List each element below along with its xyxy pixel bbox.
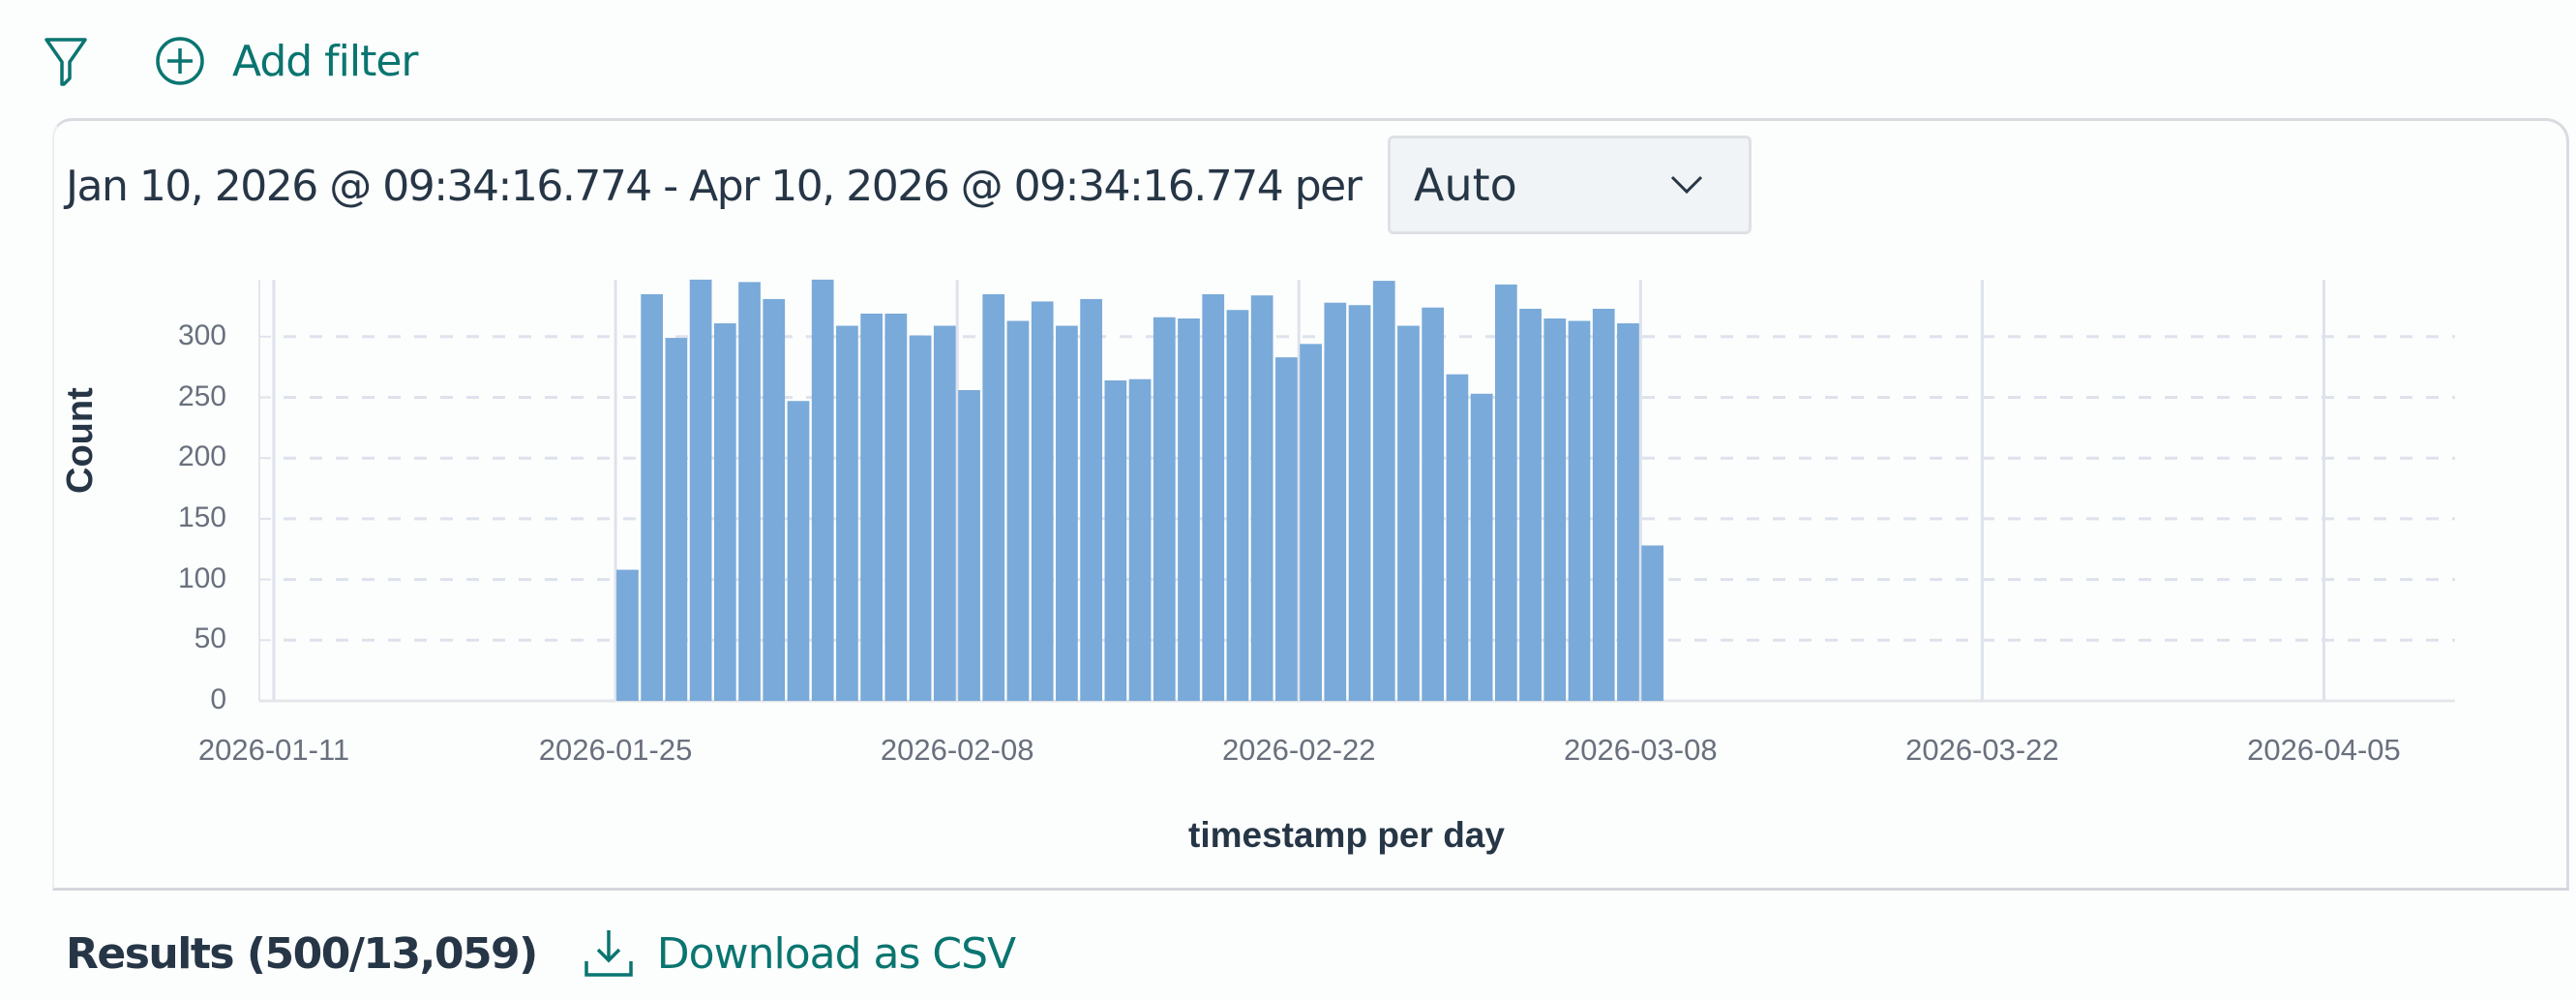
histogram-bar[interactable]	[1202, 293, 1225, 701]
histogram-bar[interactable]	[1568, 320, 1591, 701]
histogram-bar[interactable]	[1641, 545, 1664, 701]
histogram-bar[interactable]	[1031, 301, 1054, 701]
histogram-bar[interactable]	[958, 389, 980, 701]
y-tick-label: 150	[177, 500, 226, 533]
download-csv-label: Download as CSV	[656, 928, 1016, 979]
histogram-bar[interactable]	[1592, 308, 1615, 701]
histogram-bar[interactable]	[787, 401, 810, 701]
histogram-bar[interactable]	[616, 569, 639, 701]
histogram-bar[interactable]	[763, 298, 786, 701]
add-filter-label: Add filter	[232, 36, 419, 86]
histogram-bar[interactable]	[1422, 307, 1445, 701]
histogram-bar[interactable]	[909, 335, 932, 701]
y-tick-label: 0	[210, 683, 226, 715]
add-filter-button[interactable]: Add filter	[155, 36, 419, 86]
plot-area[interactable]	[0, 0, 2576, 716]
histogram-bar[interactable]	[665, 338, 688, 701]
histogram-bar[interactable]	[1006, 320, 1030, 701]
histogram-bar[interactable]	[1250, 295, 1273, 701]
histogram-bar[interactable]	[1495, 284, 1517, 701]
histogram-bar[interactable]	[1056, 325, 1078, 701]
results-count-title: Results (500/13,059)	[66, 928, 538, 979]
histogram-bar[interactable]	[836, 325, 858, 701]
histogram-bar[interactable]	[1300, 344, 1322, 701]
time-range-row: Jan 10, 2026 @ 09:34:16.774 - Apr 10, 20…	[66, 136, 1363, 236]
x-tick-label: 2026-03-08	[1564, 733, 1718, 767]
histogram-panel	[52, 118, 2569, 891]
y-tick-label: 100	[177, 561, 226, 594]
y-tick-label: 300	[177, 318, 226, 351]
histogram-bar[interactable]	[884, 313, 908, 701]
histogram-bar[interactable]	[689, 279, 712, 701]
time-range-text: Jan 10, 2026 @ 09:34:16.774 - Apr 10, 20…	[66, 161, 1363, 211]
interval-select[interactable]: Auto	[1388, 136, 1752, 234]
histogram-bar[interactable]	[1153, 317, 1176, 701]
x-tick-label: 2026-02-22	[1221, 733, 1376, 767]
download-csv-button[interactable]: Download as CSV	[582, 926, 1016, 981]
histogram-bar[interactable]	[713, 323, 736, 701]
histogram-bar[interactable]	[1128, 379, 1152, 701]
plus-circle-icon	[156, 37, 204, 85]
histogram-bar[interactable]	[1275, 357, 1298, 701]
interval-select-value: Auto	[1414, 159, 1517, 211]
histogram-bar[interactable]	[1470, 393, 1493, 701]
histogram-bar[interactable]	[1397, 325, 1420, 701]
histogram-bar[interactable]	[1178, 318, 1200, 701]
histogram-bar[interactable]	[1348, 305, 1371, 701]
x-tick-label: 2026-04-05	[2247, 733, 2401, 767]
histogram-bar[interactable]	[738, 282, 761, 701]
histogram-bar[interactable]	[1446, 374, 1469, 701]
y-tick-label: 50	[194, 622, 226, 655]
histogram-bar[interactable]	[860, 313, 883, 701]
x-tick-label: 2026-03-22	[1905, 733, 2059, 767]
histogram-bar[interactable]	[811, 279, 834, 701]
histogram-bar[interactable]	[1372, 281, 1395, 701]
y-tick-label: 200	[177, 440, 226, 473]
histogram-bar[interactable]	[1543, 318, 1567, 701]
x-axis-title: timestamp per day	[1188, 815, 1505, 855]
histogram-bar[interactable]	[1519, 308, 1542, 701]
histogram-bar[interactable]	[1104, 379, 1127, 701]
chevron-down-icon	[1670, 175, 1703, 195]
x-tick-label: 2026-01-11	[197, 733, 350, 767]
results-header: Results (500/13,059) Download as CSV	[66, 920, 1016, 987]
x-tick-label: 2026-02-08	[880, 733, 1034, 767]
histogram-chart: Count 0 50 100 150 200 250 300 2026-01-11 2026-…	[0, 0, 2576, 855]
histogram-bar[interactable]	[933, 325, 956, 701]
histogram-bar[interactable]	[1080, 298, 1102, 701]
filter-bar: Add filter	[43, 27, 419, 95]
histogram-bar[interactable]	[1226, 310, 1249, 701]
y-tick-label: 250	[177, 379, 226, 412]
histogram-bar[interactable]	[1617, 323, 1639, 701]
x-tick-label: 2026-01-25	[538, 733, 693, 767]
filter-funnel-icon[interactable]	[43, 36, 89, 86]
histogram-bar[interactable]	[1324, 302, 1347, 701]
histogram-bar[interactable]	[982, 293, 1005, 701]
histogram-bar[interactable]	[641, 293, 664, 701]
download-icon	[584, 930, 633, 977]
